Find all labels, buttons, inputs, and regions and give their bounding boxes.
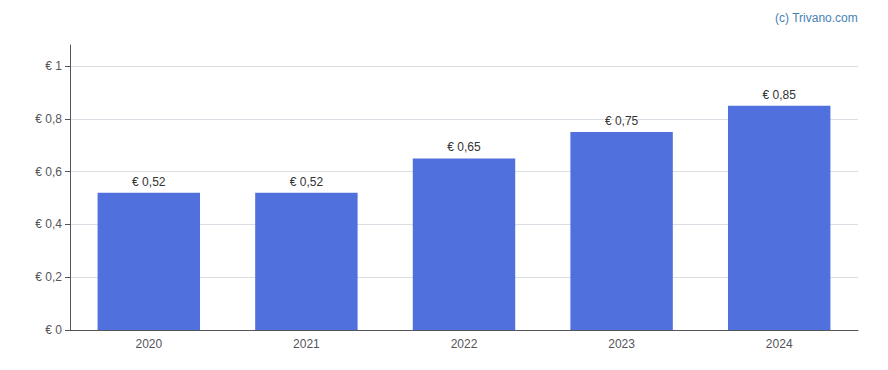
svg-text:2023: 2023	[608, 337, 635, 351]
svg-text:2022: 2022	[451, 337, 478, 351]
svg-text:(c) Trivano.com: (c) Trivano.com	[775, 11, 858, 25]
svg-text:2021: 2021	[293, 337, 320, 351]
svg-text:€ 0,52: € 0,52	[132, 175, 166, 189]
svg-text:€ 0,75: € 0,75	[605, 114, 639, 128]
svg-text:€ 1: € 1	[45, 59, 62, 73]
svg-text:2024: 2024	[766, 337, 793, 351]
svg-text:€ 0,52: € 0,52	[290, 175, 324, 189]
svg-text:€ 0,2: € 0,2	[35, 270, 62, 284]
svg-text:€ 0: € 0	[45, 323, 62, 337]
svg-text:€ 0,6: € 0,6	[35, 165, 62, 179]
svg-text:€ 0,85: € 0,85	[763, 88, 797, 102]
svg-text:€ 0,8: € 0,8	[35, 112, 62, 126]
svg-text:€ 0,4: € 0,4	[35, 217, 62, 231]
svg-text:€ 0,65: € 0,65	[447, 140, 481, 154]
svg-text:2020: 2020	[135, 337, 162, 351]
